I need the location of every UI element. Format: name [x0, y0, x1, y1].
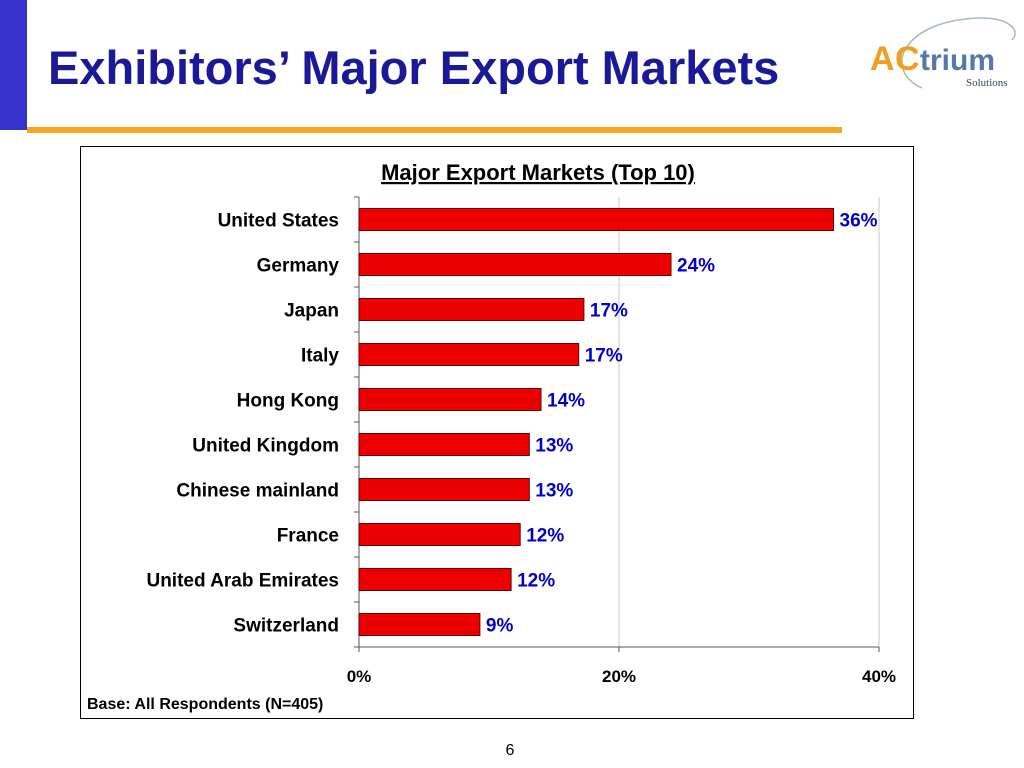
bar — [358, 613, 481, 636]
category-label: Switzerland — [233, 616, 339, 637]
svg-text:A: A — [870, 40, 895, 78]
actrium-logo: A C trium Solutions — [862, 10, 1020, 105]
bar — [358, 478, 530, 501]
title-accent-bar — [0, 0, 27, 130]
bar — [358, 433, 530, 456]
category-label: United Kingdom — [192, 436, 339, 457]
bar — [358, 388, 542, 411]
chart-frame: Major Export Markets (Top 10) 0% 20% 40% Uni… — [80, 146, 914, 719]
value-label: 13% — [535, 436, 573, 457]
category-label: France — [277, 526, 339, 547]
slide-title: Exhibitors’ Major Export Markets — [48, 41, 780, 94]
value-label: 13% — [535, 481, 573, 502]
category-label: United Arab Emirates — [146, 571, 339, 592]
bar — [358, 523, 521, 546]
chart-title: Major Export Markets (Top 10) — [381, 160, 695, 185]
svg-text:C: C — [895, 40, 920, 78]
bar — [358, 298, 585, 321]
value-label: 17% — [590, 301, 628, 322]
bar-chart: Major Export Markets (Top 10) 0% 20% 40% Uni… — [87, 160, 896, 713]
category-label: Japan — [284, 301, 339, 322]
bar — [358, 343, 580, 366]
value-label: 24% — [677, 256, 715, 277]
svg-text:Solutions: Solutions — [966, 77, 1008, 89]
x-tick-label: 20% — [602, 667, 636, 686]
category-label: Chinese mainland — [176, 481, 339, 502]
x-tick-label: 40% — [862, 667, 896, 686]
bar — [358, 568, 512, 591]
category-label: Italy — [301, 346, 339, 367]
title-underline — [27, 127, 842, 133]
value-label: 12% — [517, 571, 555, 592]
bar — [358, 208, 834, 231]
category-label: United States — [218, 211, 339, 232]
value-label: 17% — [585, 346, 623, 367]
value-label: 12% — [526, 526, 564, 547]
value-label: 14% — [547, 391, 585, 412]
svg-text:trium: trium — [920, 44, 995, 77]
category-label: Germany — [257, 256, 340, 277]
value-label: 9% — [486, 616, 514, 637]
category-label: Hong Kong — [237, 391, 339, 412]
chart-footnote: Base: All Respondents (N=405) — [87, 696, 323, 713]
x-tick-label: 0% — [347, 667, 372, 686]
page-number: 6 — [505, 742, 515, 759]
value-label: 36% — [840, 211, 878, 232]
bar — [358, 253, 672, 276]
